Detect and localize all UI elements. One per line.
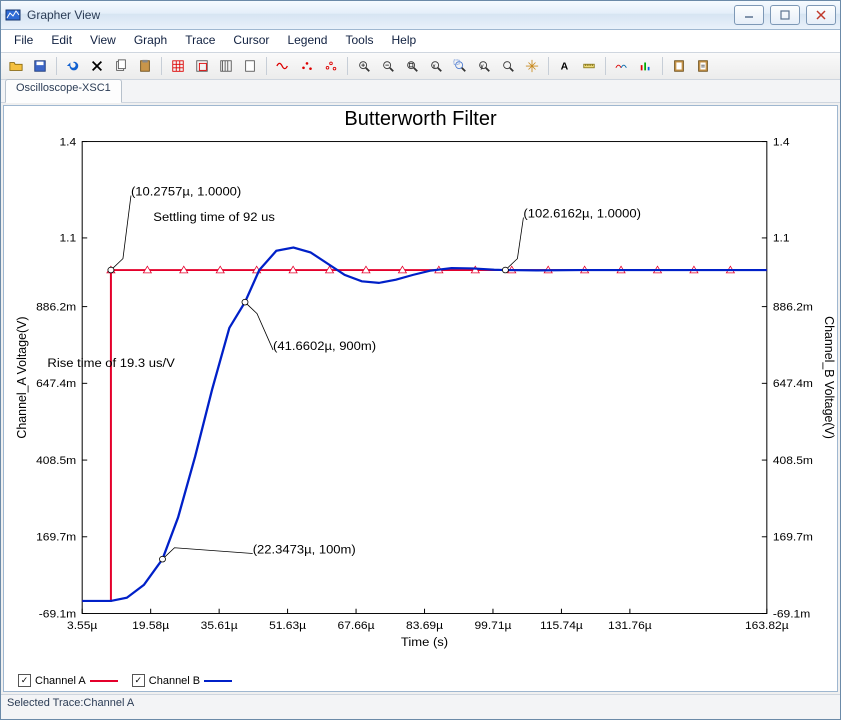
statusbar: Selected Trace:Channel A [1,694,840,719]
svg-text:163.82µ: 163.82µ [745,619,789,632]
trace-channel-a[interactable] [82,270,767,601]
zoom-x-icon[interactable]: x [425,55,447,77]
callout-4: Rise time of 19.3 us/V [47,355,175,370]
zoom-in-icon[interactable] [353,55,375,77]
menu-tools[interactable]: Tools [336,30,382,52]
legend-line [204,680,232,682]
svg-text:647.4m: 647.4m [773,377,813,390]
svg-text:A: A [561,61,569,73]
svg-text:51.63µ: 51.63µ [269,619,306,632]
svg-text:1.1: 1.1 [59,232,76,245]
delete-icon[interactable] [86,55,108,77]
svg-text:647.4m: 647.4m [36,377,76,390]
compare-icon[interactable] [611,55,633,77]
chart-title: Butterworth Filter [4,106,837,131]
svg-text:408.5m: 408.5m [773,454,813,467]
menu-graph[interactable]: Graph [125,30,176,52]
ruler-icon[interactable] [578,55,600,77]
legend-item-0[interactable]: ✓ Channel A [18,674,118,687]
svg-text:67.66µ: 67.66µ [338,619,375,632]
svg-text:83.69µ: 83.69µ [406,619,443,632]
svg-text:169.7m: 169.7m [36,531,76,544]
callout-5: (22.3473µ, 100m) [253,542,356,557]
app-icon [5,7,21,23]
wave-red-icon[interactable] [272,55,294,77]
window-buttons [734,5,836,25]
callout-2: (102.6162µ, 1.0000) [523,206,641,221]
svg-text:x: x [433,63,436,70]
legend-line [90,680,118,682]
grid-log-icon[interactable] [215,55,237,77]
titlebar: Grapher View [1,1,840,30]
zoom-box-icon[interactable] [449,55,471,77]
menu-cursor[interactable]: Cursor [224,30,278,52]
svg-text:169.7m: 169.7m [773,531,813,544]
tabstrip: Oscilloscope-XSC1 [1,80,840,103]
svg-text:1.1: 1.1 [773,232,790,245]
legend: ✓ Channel A ✓ Channel B [18,674,232,687]
save-icon[interactable] [29,55,51,77]
toolbar: xyA [1,53,840,80]
text-icon[interactable]: A [554,55,576,77]
zoom-y-icon[interactable]: y [473,55,495,77]
grid-red-icon[interactable] [167,55,189,77]
menu-file[interactable]: File [5,30,42,52]
svg-text:19.58µ: 19.58µ [132,619,169,632]
callout-0: (10.2757µ, 1.0000) [131,184,241,199]
svg-text:115.74µ: 115.74µ [540,619,583,632]
undo-icon[interactable] [62,55,84,77]
svg-text:886.2m: 886.2m [773,301,813,314]
clipboard2-icon[interactable] [692,55,714,77]
svg-text:Channel_A Voltage(V): Channel_A Voltage(V) [14,316,29,438]
legend-label: Channel A [35,675,86,687]
svg-text:886.2m: 886.2m [36,301,76,314]
svg-text:Time (s): Time (s) [401,634,448,649]
svg-text:35.61µ: 35.61µ [201,619,238,632]
callout-3: (41.6602µ, 900m) [273,338,376,353]
metrics-icon[interactable] [635,55,657,77]
legend-label: Channel B [149,675,200,687]
dots-outline-icon[interactable] [320,55,342,77]
chart-canvas[interactable]: -69.1m-69.1m169.7m169.7m408.5m408.5m647.… [4,132,837,667]
callout-1: Settling time of 92 us [153,209,275,224]
zoom-out-icon[interactable] [377,55,399,77]
maximize-button[interactable] [770,5,800,25]
clipboard-icon[interactable] [668,55,690,77]
menu-help[interactable]: Help [383,30,426,52]
svg-text:99.71µ: 99.71µ [474,619,511,632]
open-icon[interactable] [5,55,27,77]
menu-trace[interactable]: Trace [176,30,224,52]
menu-legend[interactable]: Legend [278,30,336,52]
menu-view[interactable]: View [81,30,125,52]
menu-edit[interactable]: Edit [42,30,81,52]
status-text: Selected Trace:Channel A [7,697,134,709]
svg-text:1.4: 1.4 [59,136,76,149]
trace-channel-b[interactable] [82,248,767,601]
menubar: FileEditViewGraphTraceCursorLegendToolsH… [1,30,840,53]
pan-icon[interactable] [521,55,543,77]
svg-text:1.4: 1.4 [773,136,790,149]
tab-oscilloscope[interactable]: Oscilloscope-XSC1 [5,79,122,103]
grid-overlay-icon[interactable] [191,55,213,77]
dots-red-icon[interactable] [296,55,318,77]
legend-checkbox[interactable]: ✓ [18,674,31,687]
paste-icon[interactable] [134,55,156,77]
minimize-button[interactable] [734,5,764,25]
zoom-full-icon[interactable] [401,55,423,77]
app-window: Grapher View FileEditViewGraphTraceCurso… [0,0,841,720]
copy-icon[interactable] [110,55,132,77]
plot-area[interactable]: Butterworth Filter -69.1m-69.1m169.7m169… [3,105,838,692]
zoom-win-icon[interactable] [497,55,519,77]
svg-text:Channel_B Voltage(V): Channel_B Voltage(V) [822,316,837,439]
svg-text:131.76µ: 131.76µ [608,619,652,632]
window-title: Grapher View [27,8,734,22]
close-button[interactable] [806,5,836,25]
page-icon[interactable] [239,55,261,77]
legend-checkbox[interactable]: ✓ [132,674,145,687]
svg-text:3.55µ: 3.55µ [67,619,98,632]
legend-item-1[interactable]: ✓ Channel B [132,674,232,687]
svg-text:408.5m: 408.5m [36,454,76,467]
